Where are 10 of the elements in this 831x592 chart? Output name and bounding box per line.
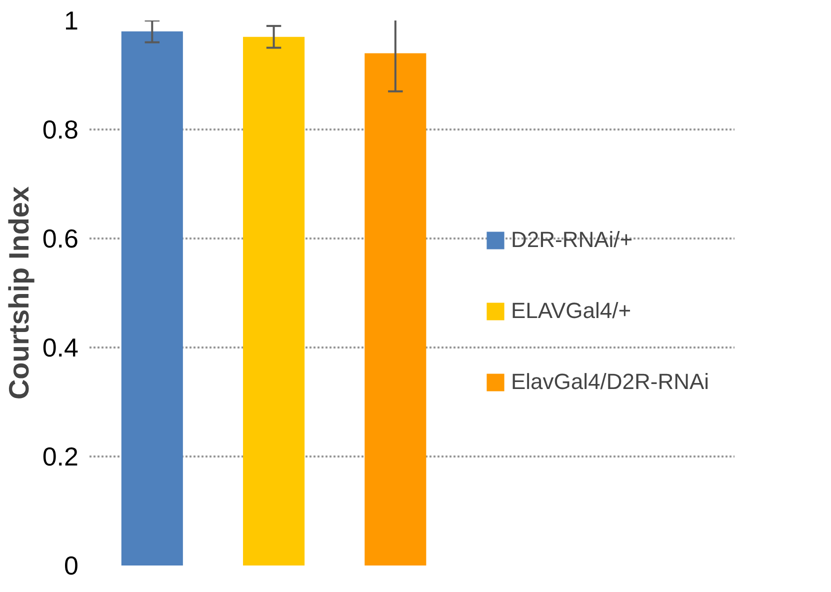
y-axis-title: Courtship Index [3,186,34,400]
legend-label: ELAVGal4/+ [511,298,632,324]
y-tick-label: 0.8 [42,114,79,144]
legend-label: ElavGal4/D2R-RNAi [511,369,710,395]
y-tick-label: 0.6 [42,224,79,254]
y-tick-label: 0.4 [42,332,79,362]
legend-label: D2R-RNAi/+ [511,227,633,253]
y-tick-label: 0 [64,550,79,580]
y-tick-label: 1 [64,6,79,36]
y-tick-label: 0.2 [42,442,79,472]
